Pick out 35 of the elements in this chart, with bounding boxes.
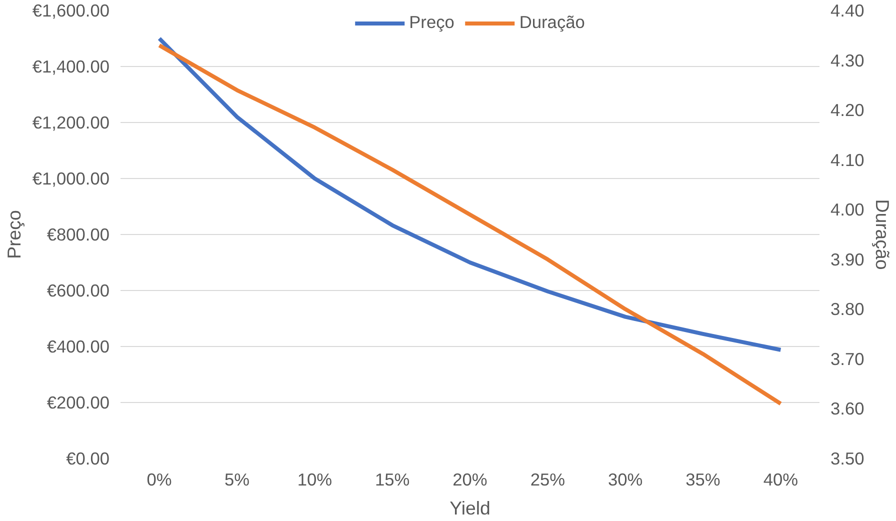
y2-tick-label: 4.30 — [830, 50, 864, 70]
y2-tick-label: 4.10 — [830, 150, 864, 170]
y2-tick-label: 3.50 — [830, 448, 864, 468]
y2-axis-title: Duração — [872, 199, 894, 270]
x-tick-label: 5% — [224, 470, 250, 490]
line-series — [157, 43, 783, 406]
y-tick-label: €800.00 — [46, 224, 110, 244]
y-tick-label: €0.00 — [66, 448, 110, 468]
y-tick-label: €400.00 — [46, 336, 110, 356]
y-tick-label: €1,600.00 — [32, 0, 110, 20]
y2-tick-label: 3.90 — [830, 249, 864, 270]
x-tick-label: 40% — [763, 470, 798, 490]
x-tick-label: 10% — [297, 470, 332, 490]
y2-tick-label: 3.70 — [830, 348, 864, 369]
legend-label: Duração — [519, 12, 585, 33]
x-tick-label: 15% — [374, 470, 410, 490]
y-tick-label: €600.00 — [46, 280, 110, 300]
x-tick-label: 0% — [146, 470, 172, 490]
x-tick-label: 20% — [452, 470, 488, 490]
legend-label: Preço — [409, 12, 454, 33]
x-tick-label: 30% — [608, 470, 643, 490]
y-tick-label: €1,200.00 — [32, 112, 110, 132]
y2-tick-label: 4.20 — [830, 100, 864, 120]
y-tick-label: €200.00 — [46, 392, 110, 412]
x-tick-label: 35% — [686, 470, 720, 490]
y2-tick-label: 4.40 — [830, 0, 864, 20]
line-series — [157, 36, 783, 352]
x-axis-title: Yield — [450, 498, 490, 518]
y2-tick-label: 3.60 — [830, 398, 864, 419]
y2-tick-label: 4.00 — [830, 200, 864, 220]
x-tick-label: 25% — [530, 470, 566, 490]
y-tick-label: €1,400.00 — [32, 56, 110, 76]
y2-tick-label: 3.80 — [830, 299, 864, 320]
y-axis-title: Preço — [3, 210, 24, 259]
y-tick-label: €1,000.00 — [32, 168, 110, 188]
